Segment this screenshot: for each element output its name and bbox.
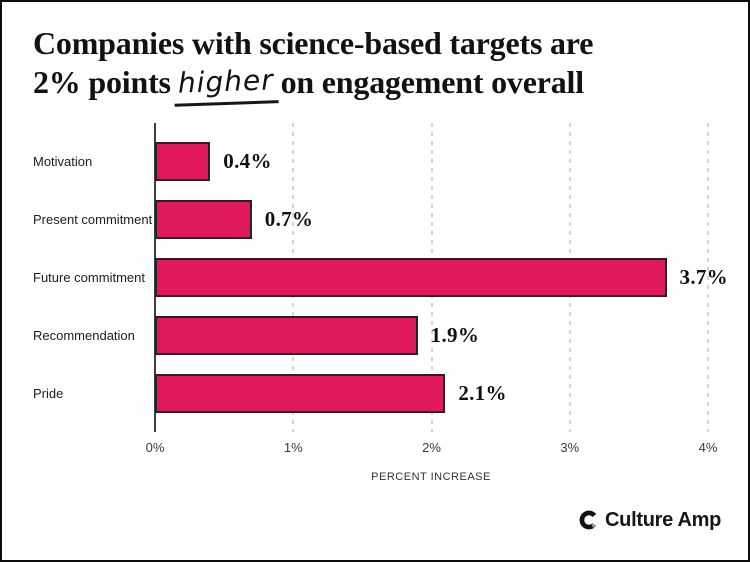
category-label: Recommendation bbox=[33, 328, 135, 343]
title-line2-pre: 2% points bbox=[33, 64, 171, 100]
x-tick-label: 4% bbox=[698, 440, 718, 455]
x-axis-title: PERCENT INCREASE bbox=[371, 471, 491, 483]
x-tick-label: 2% bbox=[422, 440, 441, 455]
category-label: Motivation bbox=[33, 154, 93, 169]
category-label: Pride bbox=[33, 386, 64, 401]
bar bbox=[155, 258, 667, 297]
title-line1: Companies with science-based targets are bbox=[33, 25, 594, 61]
value-label: 0.4% bbox=[223, 149, 272, 173]
bar bbox=[155, 142, 211, 181]
gridline-4pct bbox=[707, 123, 709, 432]
category-label: Present commitment bbox=[33, 212, 153, 227]
bar bbox=[155, 374, 446, 413]
title-highlight-higher: higher bbox=[173, 60, 279, 107]
culture-amp-c-icon bbox=[579, 510, 597, 530]
category-label: Future commitment bbox=[33, 270, 145, 285]
value-label: 3.7% bbox=[679, 265, 728, 289]
value-label: 1.9% bbox=[430, 323, 480, 347]
title-line2: 2% points higher on engagement overall bbox=[33, 60, 585, 107]
x-tick-label: 1% bbox=[283, 440, 303, 455]
bar bbox=[155, 200, 252, 239]
value-label: 0.7% bbox=[264, 207, 314, 231]
bar bbox=[155, 316, 418, 355]
x-tick-label: 0% bbox=[145, 440, 165, 455]
title-line2-post: on engagement overall bbox=[280, 64, 585, 100]
culture-amp-wordmark: Culture Amp bbox=[605, 509, 721, 531]
x-tick-label: 3% bbox=[560, 440, 580, 455]
culture-amp-logo: Culture Amp bbox=[579, 508, 721, 532]
chart-title: Companies with science-based targets are… bbox=[33, 24, 693, 107]
value-label: 2.1% bbox=[458, 381, 507, 405]
